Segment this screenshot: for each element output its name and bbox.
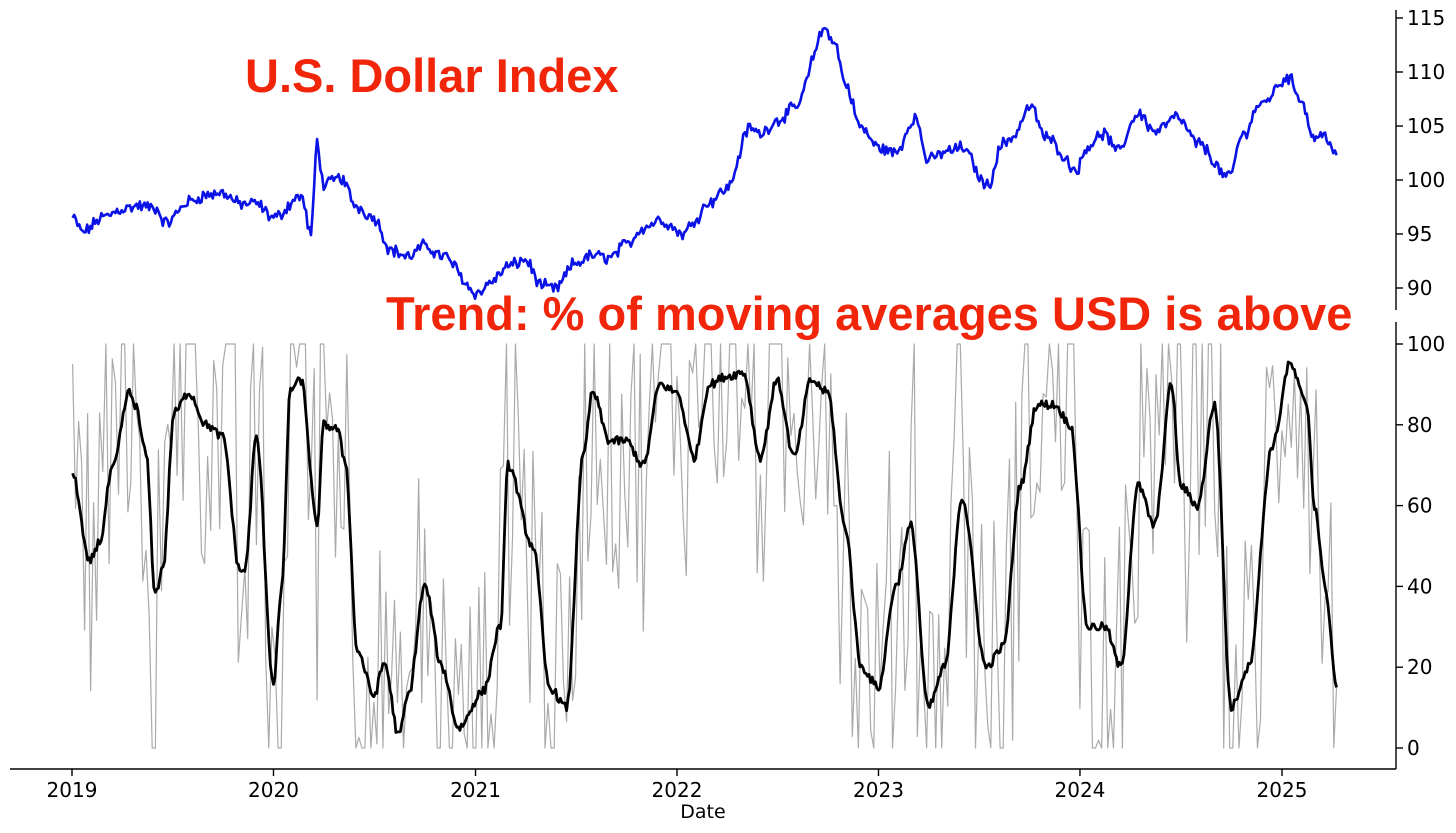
trend-smoothed-series <box>71 360 1338 734</box>
y-tick-label: 0 <box>1407 736 1420 760</box>
x-tick-label: 2021 <box>450 778 501 802</box>
y-tick-label: 60 <box>1407 494 1432 518</box>
date-x-ticks: 2019 2020 2021 2022 2023 2024 2025 <box>47 769 1308 802</box>
x-tick-label: 2020 <box>248 778 299 802</box>
y-tick-label: 90 <box>1407 276 1432 300</box>
dollar-index-panel: 90 95 100 105 110 115 <box>71 6 1445 310</box>
x-tick-label: 2019 <box>47 778 98 802</box>
dollar-index-line <box>71 26 1338 300</box>
y-tick-label: 80 <box>1407 413 1432 437</box>
dollar-index-annotation: U.S. Dollar Index <box>245 49 618 102</box>
y-tick-label: 115 <box>1407 6 1445 30</box>
x-axis-label: Date <box>680 801 725 823</box>
dollar-index-series <box>71 26 1338 300</box>
dollar-index-y-ticks: 90 95 100 105 110 115 <box>1396 6 1445 300</box>
trend-panel: 0 20 40 60 80 100 2019 2020 2021 2022 2023 2024 202… <box>10 322 1445 823</box>
trend-smoothed-line <box>71 360 1338 734</box>
trend-annotation: Trend: % of moving averages USD is above <box>386 287 1352 340</box>
x-tick-label: 2024 <box>1055 778 1106 802</box>
y-tick-label: 20 <box>1407 655 1432 679</box>
y-tick-label: 100 <box>1407 332 1445 356</box>
trend-y-ticks: 0 20 40 60 80 100 <box>1396 332 1445 760</box>
x-tick-label: 2023 <box>853 778 904 802</box>
y-tick-label: 40 <box>1407 574 1432 598</box>
x-tick-label: 2025 <box>1257 778 1308 802</box>
x-tick-label: 2022 <box>652 778 703 802</box>
y-tick-label: 95 <box>1407 222 1432 246</box>
y-tick-label: 105 <box>1407 114 1445 138</box>
y-tick-label: 100 <box>1407 168 1445 192</box>
y-tick-label: 110 <box>1407 60 1445 84</box>
